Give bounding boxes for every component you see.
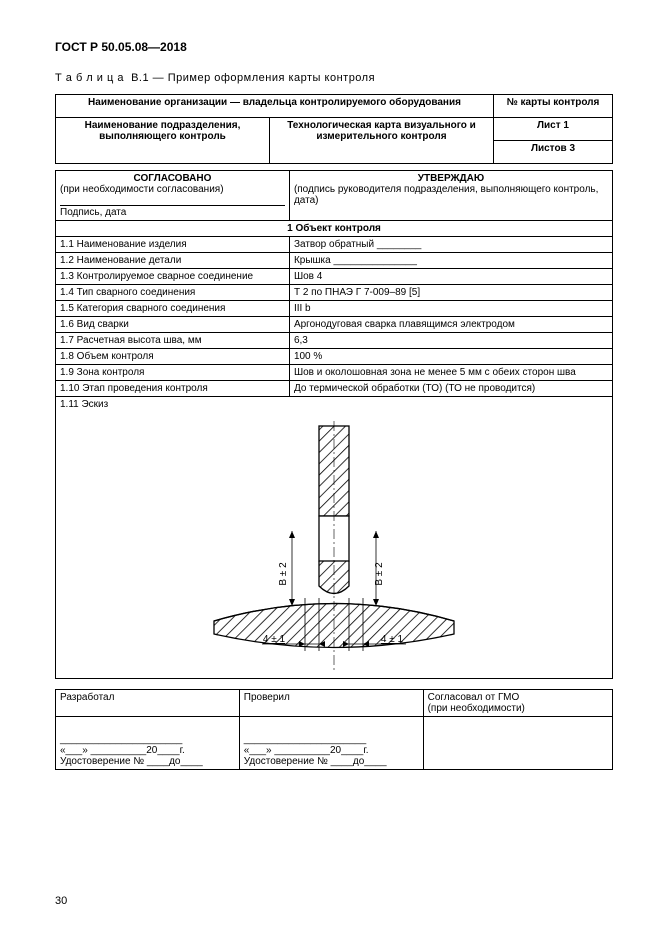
- row-value: Крышка _______________: [289, 253, 612, 269]
- agreed-note: (при необходимости согласования): [60, 184, 285, 195]
- gmo-note: (при необходимости): [428, 703, 525, 714]
- weld-sketch-svg: B ± 2 B ± 2: [174, 416, 494, 676]
- dim-v-left: B ± 2: [278, 562, 289, 586]
- row-value: 100 %: [289, 349, 612, 365]
- developed-sign: ______________________ «___» __________2…: [56, 717, 240, 770]
- row-value: Затвор обратный ________: [289, 237, 612, 253]
- date-line: «___» __________20____г.: [244, 745, 369, 756]
- sketch-diagram: B ± 2 B ± 2: [60, 416, 608, 676]
- gmo-sign: [423, 717, 612, 770]
- gmo-text: Согласовал от ГМО: [428, 692, 520, 703]
- dim-h-left: 4 ± 1: [263, 634, 286, 645]
- section1-title: 1 Объект контроля: [56, 221, 613, 237]
- cert-line: Удостоверение № ____до____: [60, 756, 203, 767]
- caption-prefix: Т а б л и ц а: [55, 72, 124, 84]
- page-number: 30: [55, 895, 67, 907]
- header-table: Наименование организации — владельца кон…: [55, 94, 613, 164]
- agreed-sign: Подпись, дата: [60, 205, 285, 218]
- dept-cell: Наименование подразделения, выполняющего…: [56, 118, 270, 164]
- row-label: 1.3 Контролируемое сварное соединение: [56, 269, 290, 285]
- row-value: Аргонодуговая сварка плавящимся электрод…: [289, 317, 612, 333]
- caption-text: В.1 — Пример оформления карты контроля: [131, 72, 375, 84]
- date-line: «___» __________20____г.: [60, 745, 185, 756]
- gmo-label: Согласовал от ГМО (при необходимости): [423, 690, 612, 717]
- sketch-label: 1.11 Эскиз: [60, 399, 608, 410]
- row-value: Т 2 по ПНАЭ Г 7-009–89 [5]: [289, 285, 612, 301]
- row-label: 1.9 Зона контроля: [56, 365, 290, 381]
- sheet1-cell: Лист 1: [494, 118, 613, 141]
- row-label: 1.5 Категория сварного соединения: [56, 301, 290, 317]
- approved-title: УТВЕРЖДАЮ: [294, 173, 608, 184]
- row-value: Шов и околошовная зона не менее 5 мм с о…: [289, 365, 612, 381]
- developed-label: Разработал: [56, 690, 240, 717]
- cert-line: Удостоверение № ____до____: [244, 756, 387, 767]
- row-label: 1.8 Объем контроля: [56, 349, 290, 365]
- checked-label: Проверил: [239, 690, 423, 717]
- row-value: 6,3: [289, 333, 612, 349]
- row-label: 1.4 Тип сварного соединения: [56, 285, 290, 301]
- dim-v-right: B ± 2: [374, 562, 385, 586]
- row-value: До термической обработки (ТО) (ТО не про…: [289, 381, 612, 397]
- main-table: СОГЛАСОВАНО (при необходимости согласова…: [55, 170, 613, 679]
- agreed-title: СОГЛАСОВАНО: [60, 173, 285, 184]
- row-value: Шов 4: [289, 269, 612, 285]
- sheets3-cell: Листов 3: [494, 141, 613, 164]
- document-id: ГОСТ Р 50.05.08—2018: [55, 40, 613, 54]
- org-owner-cell: Наименование организации — владельца кон…: [56, 95, 494, 118]
- row-label: 1.10 Этап проведения контроля: [56, 381, 290, 397]
- approved-note: (подпись руководителя подразделения, вып…: [294, 184, 608, 206]
- row-label: 1.7 Расчетная высота шва, мм: [56, 333, 290, 349]
- table-caption: Т а б л и ц а В.1 — Пример оформления ка…: [55, 72, 613, 84]
- checked-sign: ______________________ «___» __________2…: [239, 717, 423, 770]
- tech-card-cell: Технологическая карта визуального и изме…: [270, 118, 494, 164]
- page: ГОСТ Р 50.05.08—2018 Т а б л и ц а В.1 —…: [0, 0, 661, 935]
- dim-h-right: 4 ± 1: [381, 634, 404, 645]
- signature-table: Разработал Проверил Согласовал от ГМО (п…: [55, 689, 613, 770]
- row-label: 1.6 Вид сварки: [56, 317, 290, 333]
- row-label: 1.1 Наименование изделия: [56, 237, 290, 253]
- row-value: III b: [289, 301, 612, 317]
- row-label: 1.2 Наименование детали: [56, 253, 290, 269]
- card-no-cell: № карты контроля: [494, 95, 613, 118]
